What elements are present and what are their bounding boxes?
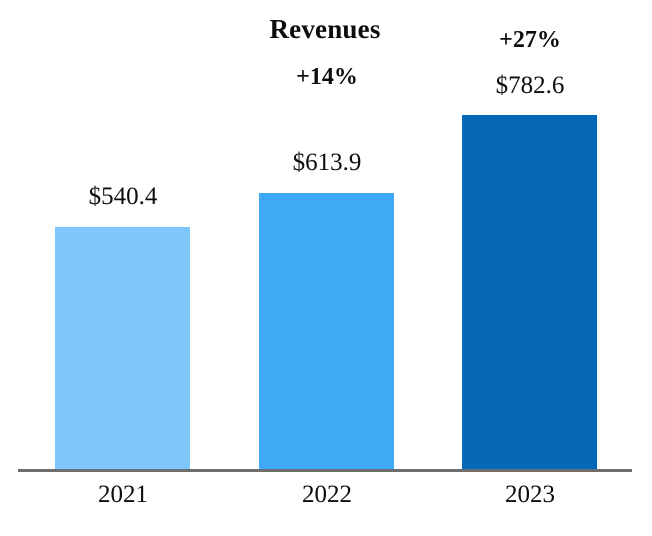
bar-2021[interactable] — [55, 227, 190, 469]
category-label-2023: 2023 — [505, 481, 555, 508]
axis-baseline — [18, 469, 632, 472]
value-label-2023: $782.6 — [495, 72, 565, 99]
chart-title: Revenues — [269, 14, 381, 44]
value-label-2021: $540.4 — [88, 183, 158, 210]
growth-label-2022: +14% — [296, 64, 358, 90]
category-label-2022: 2022 — [302, 481, 352, 508]
bar-2022[interactable] — [259, 193, 394, 469]
value-label-2022: $613.9 — [292, 149, 362, 176]
growth-label-2023: +27% — [499, 27, 561, 53]
bar-2023[interactable] — [462, 115, 597, 469]
category-label-2021: 2021 — [98, 481, 148, 508]
